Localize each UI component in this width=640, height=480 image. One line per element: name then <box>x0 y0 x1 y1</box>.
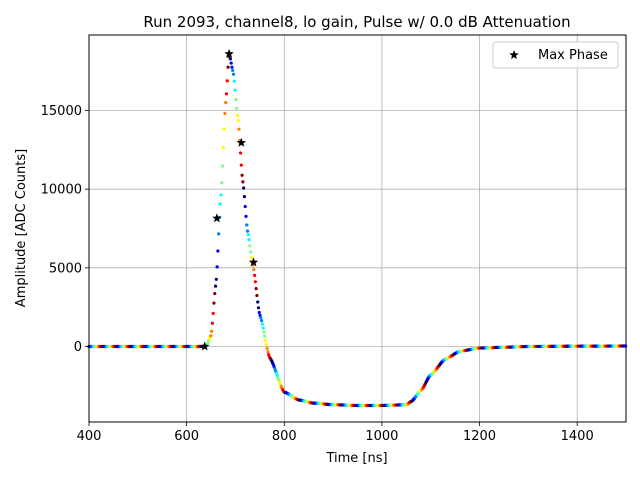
pulse-sample-point <box>247 238 251 242</box>
pulse-sample-point <box>249 256 254 260</box>
pulse-sample-point <box>244 214 248 218</box>
pulse-sample-point <box>226 65 230 69</box>
max-phase-markers <box>199 48 259 351</box>
pulse-sample-point <box>228 57 232 61</box>
pulse-sample-point <box>213 284 218 288</box>
pulse-sample-point <box>229 61 233 65</box>
pulse-sample-point <box>252 268 256 272</box>
legend-label-max-phase: Max Phase <box>538 48 608 63</box>
pulse-sample-point <box>210 329 214 333</box>
pulse-sample-point <box>256 300 260 304</box>
pulse-sample-point <box>233 88 237 92</box>
pulse-sample-point <box>231 68 235 72</box>
pulse-sample-point <box>245 229 250 233</box>
plot-frame <box>88 34 627 423</box>
pulse-sample-point <box>242 195 247 199</box>
pulse-sample-point <box>242 186 246 190</box>
pulse-sample-point <box>239 163 243 167</box>
pulse-sample-point <box>252 273 257 277</box>
pulse-sample-point <box>263 338 268 343</box>
y-tick-label: 15000 <box>41 104 82 119</box>
max-phase-marker <box>224 48 234 58</box>
pulse-sample-point <box>219 193 223 197</box>
pulse-sample-point <box>224 101 228 105</box>
pulse-sample-point <box>234 97 238 102</box>
y-tick-label: 5000 <box>49 261 82 276</box>
pulse-sample-point <box>240 173 244 177</box>
x-tick-label: 600 <box>174 429 199 444</box>
pulse-sample-point <box>215 265 219 269</box>
y-tick-label: 0 <box>74 340 82 355</box>
pulse-sample-point <box>221 145 225 150</box>
y-tick-label: 10000 <box>41 183 82 198</box>
x-tick-label: 400 <box>77 429 102 444</box>
pulse-sample-point <box>254 287 258 291</box>
pulse-sample-point <box>220 164 225 168</box>
pulse-sample-point <box>266 350 270 354</box>
x-axis-label: Time [ns] <box>325 451 387 466</box>
pulse-sample-point <box>255 293 259 298</box>
max-phase-marker <box>212 213 222 223</box>
legend-star-icon <box>509 50 519 60</box>
pulse-sample-point <box>220 181 224 185</box>
pulse-sample-point <box>222 127 226 131</box>
pulse-sample-point <box>236 118 240 123</box>
pulse-sample-point <box>245 223 249 227</box>
max-phase-marker <box>199 341 210 351</box>
pulse-sample-point <box>253 280 257 284</box>
max-phase-marker <box>236 137 247 147</box>
pulse-sample-point <box>265 346 269 351</box>
pulse-sample-point <box>216 249 220 253</box>
pulse-sample-point <box>230 65 234 69</box>
x-tick-label: 1400 <box>561 429 594 444</box>
pulse-sample-point <box>212 301 216 305</box>
pulse-sample-point <box>235 106 239 110</box>
pulse-sample-point <box>243 204 247 209</box>
pulse-sample-point <box>241 180 245 184</box>
pulse-sample-point <box>213 291 217 296</box>
pulse-sample-point <box>237 127 241 131</box>
pulse-sample-point <box>232 79 236 83</box>
pulse-sample-point <box>218 202 222 206</box>
pulse-sample-point <box>257 310 261 315</box>
pulse-sample-point <box>211 311 215 315</box>
x-tick-label: 1000 <box>365 429 398 444</box>
pulse-sample-point <box>217 232 221 236</box>
x-tick-label: 800 <box>272 429 297 444</box>
pulse-sample-point <box>235 113 240 117</box>
pulse-sample-point <box>224 92 229 96</box>
pulse-sample-point <box>246 233 250 237</box>
pulse-sample-point <box>260 319 264 323</box>
pulse-sample-point <box>261 326 265 330</box>
pulse-sample-point <box>264 342 268 347</box>
x-tick-label: 1200 <box>463 429 496 444</box>
pulse-sample-point <box>209 334 213 338</box>
pulse-sample-point <box>263 334 267 338</box>
pulse-sample-point <box>225 79 229 83</box>
chart-title: Run 2093, channel8, lo gain, Pulse w/ 0.… <box>143 13 570 31</box>
pulse-sample-point <box>223 111 227 116</box>
max-phase-marker <box>248 257 259 267</box>
pulse-sample-point <box>260 322 264 326</box>
pulse-sample-point <box>262 330 266 334</box>
pulse-sample-point <box>238 151 243 155</box>
pulse-sample-point <box>249 250 253 254</box>
axis-ticks: 400 600 800 1000 1200 1400 0 5000 10000 15000 <box>41 104 594 444</box>
legend-box <box>492 41 619 69</box>
pulse-sample-point <box>259 316 263 320</box>
pulse-sample-point <box>214 277 218 281</box>
legend: Max Phase <box>492 41 619 69</box>
pulse-sample-point <box>210 321 215 325</box>
pulse-sample-point <box>248 244 252 248</box>
y-axis-label: Amplitude [ADC Counts] <box>14 149 29 307</box>
pulse-sample-point <box>256 306 261 310</box>
pulse-sample-point <box>231 72 236 76</box>
